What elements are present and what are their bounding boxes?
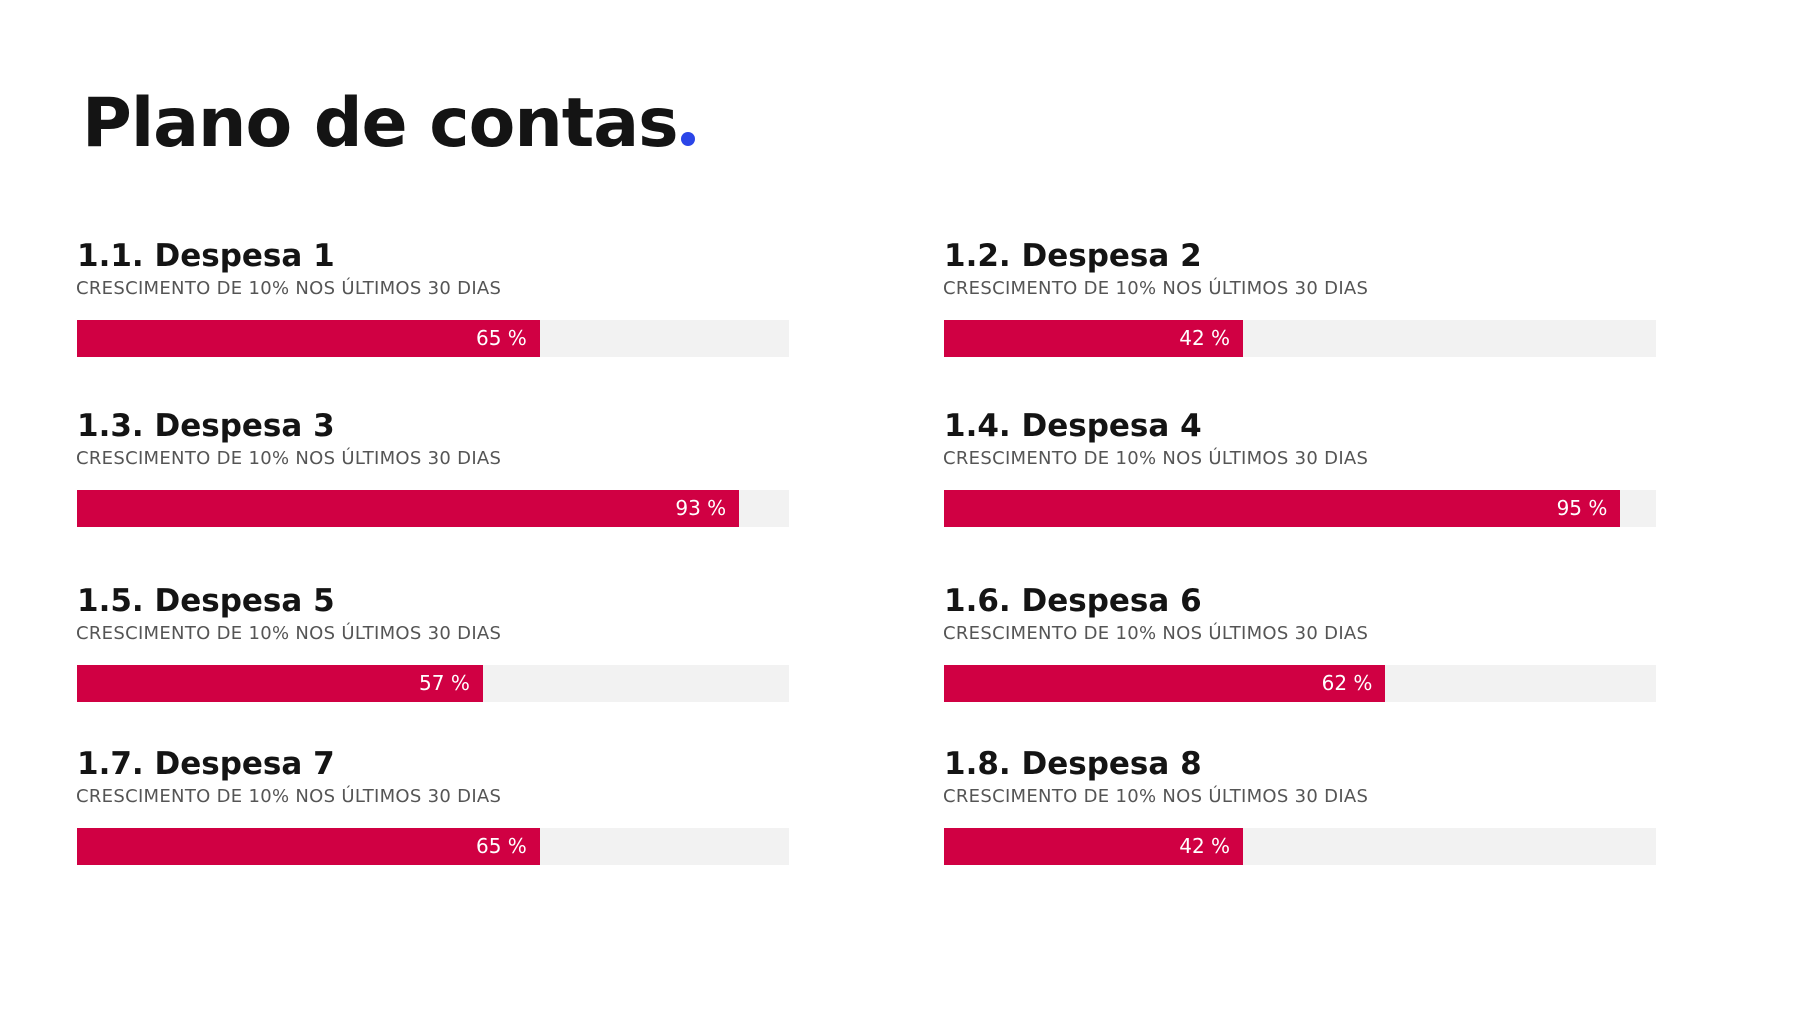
expense-name: 1.3. Despesa 3 — [77, 408, 335, 444]
bar-value-label: 42 % — [1179, 834, 1231, 858]
bar-fill: 42 % — [944, 320, 1244, 357]
expense-item-7: 1.7. Despesa 7 CRESCIMENTO DE 10% NOS ÚL… — [76, 744, 789, 865]
page-title-text: Plano de contas — [82, 84, 679, 163]
expense-item-3: 1.3. Despesa 3 CRESCIMENTO DE 10% NOS ÚL… — [76, 406, 789, 527]
bar-value-label: 95 % — [1556, 496, 1608, 520]
bar-value-label: 93 % — [675, 496, 727, 520]
expense-growth-note: CRESCIMENTO DE 10% NOS ÚLTIMOS 30 DIAS — [943, 448, 1369, 469]
expense-growth-note: CRESCIMENTO DE 10% NOS ÚLTIMOS 30 DIAS — [76, 448, 502, 469]
bar-fill: 93 % — [77, 490, 740, 527]
title-accent-dot — [680, 132, 695, 146]
bar-fill: 65 % — [77, 828, 540, 865]
expense-growth-note: CRESCIMENTO DE 10% NOS ÚLTIMOS 30 DIAS — [943, 623, 1369, 644]
expense-item-1: 1.1. Despesa 1 CRESCIMENTO DE 10% NOS ÚL… — [76, 236, 789, 357]
expense-name: 1.8. Despesa 8 — [944, 746, 1202, 782]
expense-name: 1.5. Despesa 5 — [77, 583, 335, 619]
bar-value-label: 57 % — [419, 671, 470, 695]
bar-fill: 95 % — [944, 490, 1621, 527]
expense-name: 1.1. Despesa 1 — [77, 238, 335, 274]
bar-track: 65 % — [77, 828, 789, 865]
expense-item-6: 1.6. Despesa 6 CRESCIMENTO DE 10% NOS ÚL… — [943, 581, 1656, 702]
expense-growth-note: CRESCIMENTO DE 10% NOS ÚLTIMOS 30 DIAS — [76, 278, 502, 299]
expense-growth-note: CRESCIMENTO DE 10% NOS ÚLTIMOS 30 DIAS — [943, 278, 1369, 299]
expense-name: 1.7. Despesa 7 — [77, 746, 335, 782]
bar-fill: 57 % — [77, 665, 483, 702]
expense-item-2: 1.2. Despesa 2 CRESCIMENTO DE 10% NOS ÚL… — [943, 236, 1656, 357]
bar-fill: 42 % — [944, 828, 1244, 865]
bar-track: 95 % — [944, 490, 1656, 527]
bar-value-label: 42 % — [1179, 326, 1231, 350]
expense-growth-note: CRESCIMENTO DE 10% NOS ÚLTIMOS 30 DIAS — [76, 623, 502, 644]
bar-fill: 65 % — [77, 320, 540, 357]
bar-value-label: 62 % — [1321, 671, 1373, 695]
bar-track: 57 % — [77, 665, 789, 702]
expense-name: 1.6. Despesa 6 — [944, 583, 1202, 619]
expense-name: 1.2. Despesa 2 — [944, 238, 1202, 274]
expense-growth-note: CRESCIMENTO DE 10% NOS ÚLTIMOS 30 DIAS — [943, 786, 1369, 807]
bar-track: 65 % — [77, 320, 789, 357]
page-title: Plano de contas — [82, 84, 695, 164]
expense-growth-note: CRESCIMENTO DE 10% NOS ÚLTIMOS 30 DIAS — [76, 786, 502, 807]
bar-fill: 62 % — [944, 665, 1386, 702]
bar-value-label: 65 % — [475, 834, 527, 858]
expense-name: 1.4. Despesa 4 — [944, 408, 1202, 444]
bar-track: 42 % — [944, 320, 1656, 357]
expense-item-4: 1.4. Despesa 4 CRESCIMENTO DE 10% NOS ÚL… — [943, 406, 1656, 527]
bar-track: 93 % — [77, 490, 789, 527]
expense-item-8: 1.8. Despesa 8 CRESCIMENTO DE 10% NOS ÚL… — [943, 744, 1656, 865]
bar-track: 42 % — [944, 828, 1656, 865]
bar-value-label: 65 % — [475, 326, 527, 350]
bar-track: 62 % — [944, 665, 1656, 702]
expense-item-5: 1.5. Despesa 5 CRESCIMENTO DE 10% NOS ÚL… — [76, 581, 789, 702]
